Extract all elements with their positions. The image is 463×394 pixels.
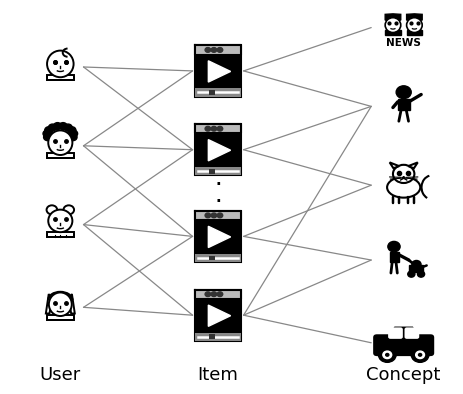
FancyBboxPatch shape	[194, 290, 241, 341]
Bar	[194, 211, 241, 220]
Circle shape	[211, 126, 216, 131]
Circle shape	[68, 127, 76, 134]
Polygon shape	[389, 162, 398, 168]
Circle shape	[69, 134, 77, 141]
Circle shape	[217, 126, 222, 131]
Circle shape	[217, 213, 222, 218]
Circle shape	[395, 86, 410, 98]
Circle shape	[43, 130, 51, 137]
Polygon shape	[69, 294, 75, 314]
Text: ·
·: · ·	[215, 177, 220, 209]
Bar	[194, 299, 241, 333]
Circle shape	[211, 48, 216, 52]
Bar	[194, 333, 241, 341]
Bar	[47, 232, 74, 237]
Circle shape	[415, 351, 424, 359]
Bar	[194, 290, 241, 299]
Circle shape	[211, 213, 216, 218]
Polygon shape	[389, 252, 398, 262]
Circle shape	[407, 271, 414, 277]
Circle shape	[48, 124, 56, 131]
Polygon shape	[406, 14, 421, 20]
FancyBboxPatch shape	[194, 211, 241, 262]
Bar	[209, 335, 214, 339]
Ellipse shape	[48, 210, 72, 232]
Circle shape	[205, 48, 210, 52]
Circle shape	[387, 242, 399, 252]
Polygon shape	[397, 99, 409, 110]
Bar	[47, 74, 74, 80]
Circle shape	[46, 205, 57, 214]
Circle shape	[211, 292, 216, 297]
Ellipse shape	[386, 177, 419, 198]
Polygon shape	[208, 61, 230, 82]
Text: Concept: Concept	[366, 366, 440, 384]
Bar	[194, 88, 241, 97]
Circle shape	[59, 123, 67, 130]
Ellipse shape	[47, 50, 74, 77]
Circle shape	[418, 353, 421, 356]
Bar	[47, 315, 74, 320]
Circle shape	[378, 348, 395, 362]
Polygon shape	[46, 294, 52, 314]
Circle shape	[217, 48, 222, 52]
Circle shape	[44, 127, 53, 134]
Text: User: User	[40, 366, 81, 384]
Bar	[47, 153, 74, 158]
Bar	[194, 124, 241, 133]
Circle shape	[217, 292, 222, 297]
Ellipse shape	[406, 18, 421, 33]
Circle shape	[417, 271, 424, 277]
Bar	[209, 256, 214, 260]
Polygon shape	[208, 139, 230, 161]
Circle shape	[205, 292, 210, 297]
Polygon shape	[208, 226, 230, 247]
Bar	[194, 167, 241, 175]
Ellipse shape	[384, 18, 400, 33]
FancyBboxPatch shape	[194, 124, 241, 175]
Ellipse shape	[48, 130, 72, 155]
Circle shape	[411, 260, 420, 268]
Bar	[194, 220, 241, 254]
Bar	[194, 254, 241, 262]
Bar	[194, 45, 241, 54]
FancyBboxPatch shape	[387, 327, 402, 339]
Polygon shape	[401, 177, 405, 178]
Circle shape	[69, 130, 77, 137]
Polygon shape	[208, 305, 230, 326]
Bar	[194, 54, 241, 88]
Circle shape	[410, 348, 428, 362]
Circle shape	[205, 126, 210, 131]
Circle shape	[64, 124, 72, 131]
Polygon shape	[408, 266, 422, 272]
FancyBboxPatch shape	[404, 327, 419, 339]
Polygon shape	[407, 162, 417, 168]
FancyBboxPatch shape	[194, 45, 241, 97]
Polygon shape	[384, 14, 400, 20]
FancyBboxPatch shape	[372, 334, 433, 356]
Polygon shape	[387, 327, 419, 337]
Circle shape	[205, 213, 210, 218]
Circle shape	[53, 123, 62, 130]
Polygon shape	[406, 30, 421, 35]
Circle shape	[385, 353, 388, 356]
Circle shape	[382, 351, 391, 359]
Bar	[209, 169, 214, 174]
Bar	[194, 133, 241, 167]
Circle shape	[63, 205, 74, 214]
Text: NEWS: NEWS	[385, 38, 420, 48]
Text: Item: Item	[197, 366, 238, 384]
Bar	[209, 90, 214, 95]
Ellipse shape	[49, 292, 72, 316]
Circle shape	[44, 134, 52, 141]
Polygon shape	[384, 30, 400, 35]
Circle shape	[392, 165, 413, 183]
